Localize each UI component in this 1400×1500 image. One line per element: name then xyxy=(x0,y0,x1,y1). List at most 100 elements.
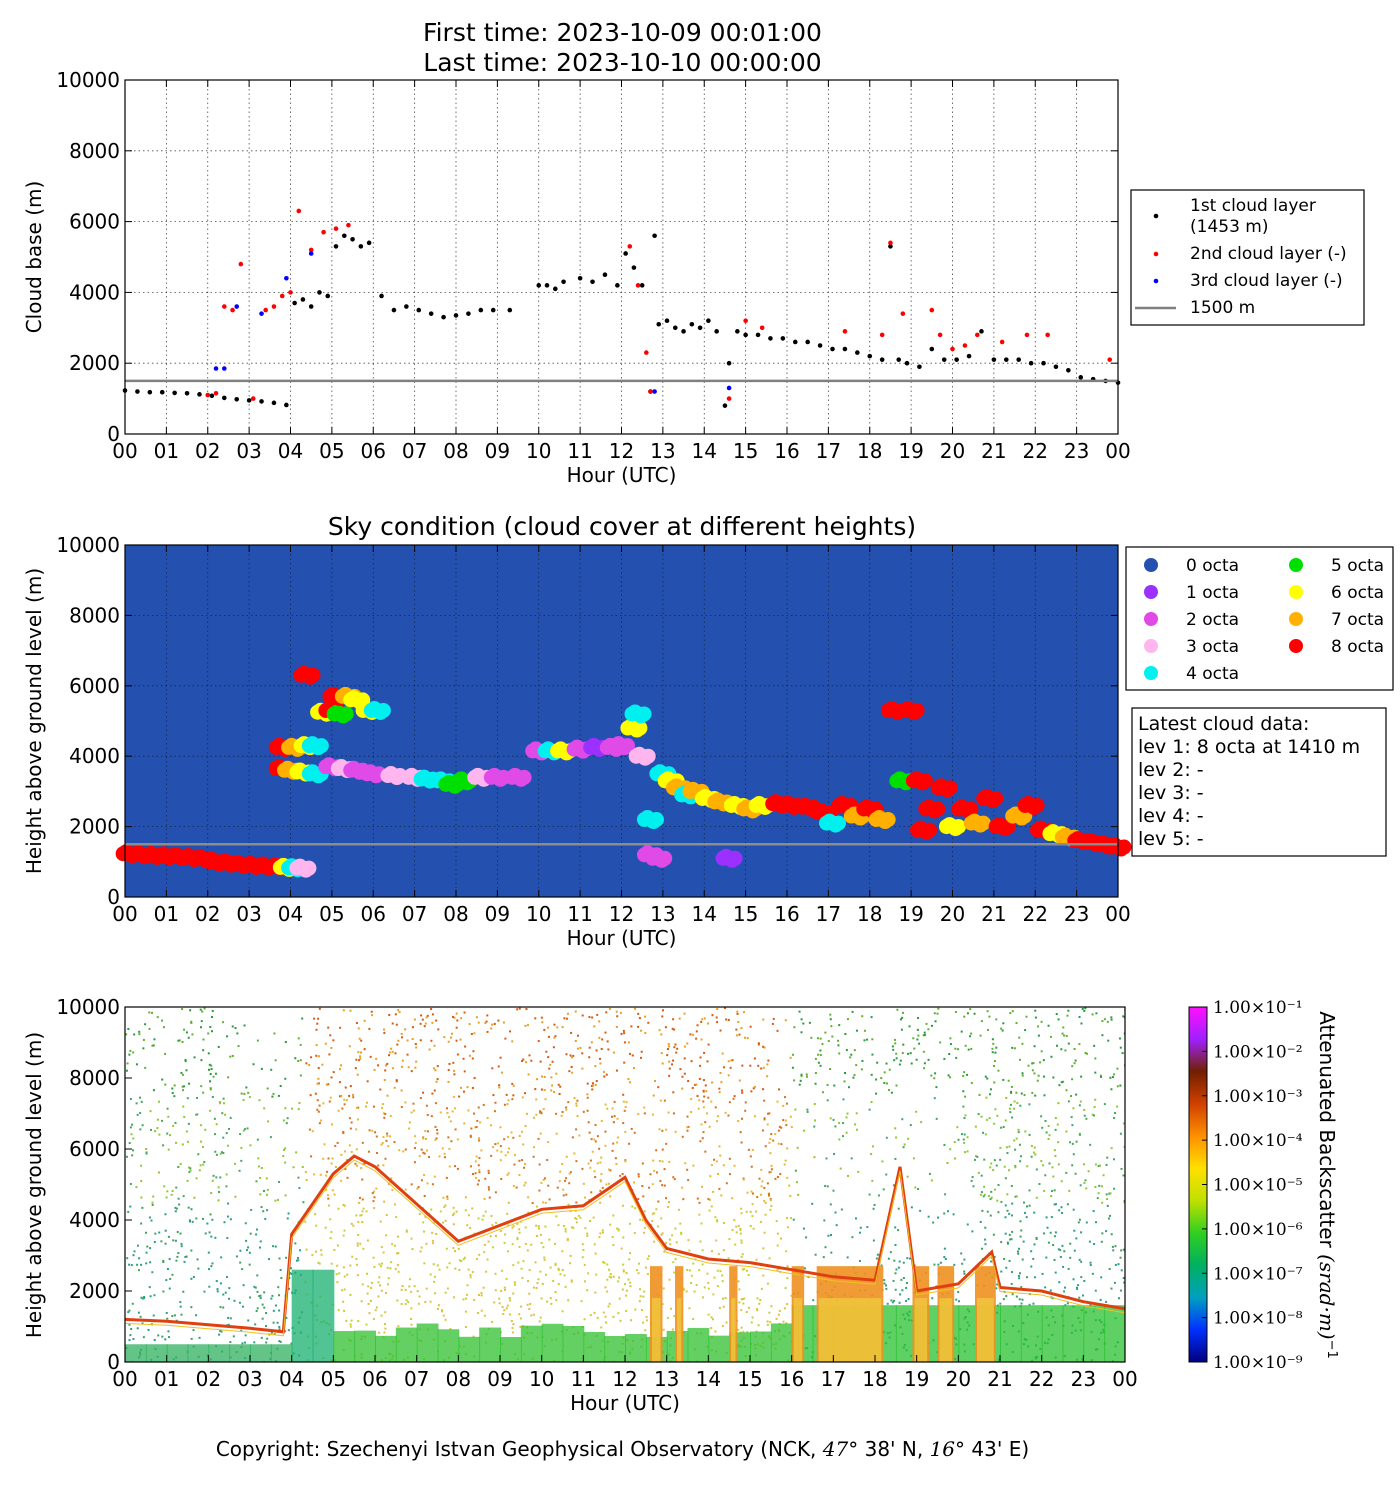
noise-speck xyxy=(255,1180,258,1183)
noise-speck xyxy=(380,1314,383,1317)
noise-speck xyxy=(506,1212,509,1215)
x-tick-label: 23 xyxy=(1064,902,1089,926)
noise-speck xyxy=(1107,1217,1110,1220)
noise-speck xyxy=(899,1018,902,1021)
colorbar-label-exponent: −1 xyxy=(1324,1340,1339,1359)
noise-speck xyxy=(1063,1034,1066,1037)
noise-speck xyxy=(979,1034,982,1037)
noise-speck xyxy=(846,1174,849,1177)
noise-speck xyxy=(359,1055,362,1058)
noise-speck xyxy=(196,1113,199,1116)
noise-speck xyxy=(686,1268,689,1271)
noise-speck xyxy=(970,1032,973,1035)
noise-speck xyxy=(600,1326,603,1329)
noise-speck xyxy=(489,1124,492,1127)
y-tick-label: 10000 xyxy=(56,995,120,1019)
noise-speck xyxy=(1049,1231,1052,1234)
noise-speck xyxy=(551,1060,554,1063)
legend-marker-layer-3 xyxy=(1153,278,1159,284)
cloud-layer-1-point xyxy=(147,389,153,395)
noise-speck xyxy=(394,1203,397,1206)
noise-speck xyxy=(278,1180,281,1183)
noise-speck xyxy=(277,1294,280,1297)
noise-speck xyxy=(901,1118,904,1121)
noise-speck xyxy=(207,1032,210,1035)
noise-speck xyxy=(628,1258,631,1261)
noise-speck xyxy=(561,1026,564,1029)
noise-speck xyxy=(1072,1107,1075,1110)
octa-3-point xyxy=(301,860,317,876)
noise-speck xyxy=(830,1025,833,1028)
noise-speck xyxy=(885,1284,888,1287)
noise-speck xyxy=(348,1144,351,1147)
latest-box-frame xyxy=(1131,707,1387,857)
noise-speck xyxy=(398,1149,401,1152)
noise-speck xyxy=(1083,1114,1086,1117)
noise-speck xyxy=(137,1311,140,1314)
noise-speck xyxy=(769,1152,772,1155)
noise-speck xyxy=(1021,1072,1024,1075)
noise-speck xyxy=(659,1179,662,1182)
noise-speck xyxy=(410,1183,413,1186)
noise-speck xyxy=(182,1105,185,1108)
noise-speck xyxy=(255,1310,258,1313)
noise-speck xyxy=(332,1071,335,1074)
noise-speck xyxy=(511,1331,514,1334)
noise-speck xyxy=(360,1167,363,1170)
noise-speck xyxy=(933,1077,936,1080)
noise-speck xyxy=(897,1207,900,1210)
noise-speck xyxy=(1033,1276,1036,1279)
noise-speck xyxy=(188,1220,191,1223)
noise-speck xyxy=(359,1057,362,1060)
noise-speck xyxy=(735,1034,738,1037)
y-tick-label: 8000 xyxy=(69,139,120,163)
noise-speck xyxy=(630,1127,633,1130)
noise-speck xyxy=(1010,1092,1013,1095)
noise-speck xyxy=(970,1179,973,1182)
noise-speck xyxy=(611,1235,614,1238)
noise-speck xyxy=(1013,1100,1016,1103)
noise-speck xyxy=(949,1043,952,1046)
noise-speck xyxy=(1122,1122,1125,1125)
noise-speck xyxy=(1033,1072,1036,1075)
noise-speck xyxy=(899,1293,902,1296)
noise-speck xyxy=(946,1161,949,1164)
noise-speck xyxy=(797,1193,800,1196)
noise-speck xyxy=(660,1217,663,1220)
noise-speck xyxy=(1103,1103,1106,1106)
noise-speck xyxy=(162,1259,165,1262)
noise-speck xyxy=(760,1193,763,1196)
noise-speck xyxy=(1059,1255,1062,1258)
noise-speck xyxy=(297,1259,300,1262)
noise-speck xyxy=(763,1231,766,1234)
noise-speck xyxy=(507,1201,510,1204)
noise-speck xyxy=(1037,1074,1040,1077)
noise-speck xyxy=(598,1036,601,1039)
noise-speck xyxy=(672,1018,675,1021)
noise-speck xyxy=(757,1064,760,1067)
noise-speck xyxy=(996,1114,999,1117)
noise-speck xyxy=(1019,1235,1022,1238)
noise-speck xyxy=(414,1066,417,1069)
noise-speck xyxy=(383,1323,386,1326)
noise-speck xyxy=(554,1035,557,1038)
noise-speck xyxy=(351,1255,354,1258)
noise-speck xyxy=(745,1311,748,1314)
noise-speck xyxy=(893,1059,896,1062)
noise-speck xyxy=(984,1226,987,1229)
noise-speck xyxy=(417,1186,420,1189)
noise-speck xyxy=(1020,1229,1023,1232)
noise-speck xyxy=(147,1328,150,1331)
legend-marker-layer-1 xyxy=(1153,213,1159,219)
noise-speck xyxy=(633,1181,636,1184)
noise-speck xyxy=(197,1267,200,1270)
noise-speck xyxy=(260,1166,263,1169)
legend-label-7-octa: 7 octa xyxy=(1331,610,1384,630)
cloud-layer-2-point xyxy=(1107,357,1113,362)
noise-speck xyxy=(331,1157,334,1160)
noise-speck xyxy=(790,1294,793,1297)
noise-speck xyxy=(624,1130,627,1133)
noise-speck xyxy=(1057,1141,1060,1144)
noise-speck xyxy=(1005,1146,1008,1149)
cloud-layer-1-point xyxy=(308,304,314,309)
